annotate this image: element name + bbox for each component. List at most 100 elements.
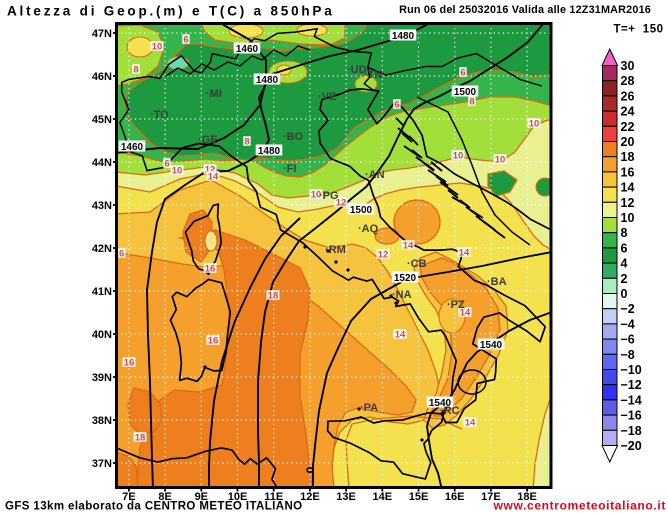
svg-text:−12: −12 bbox=[621, 378, 642, 392]
svg-text:6: 6 bbox=[394, 99, 399, 110]
svg-text:1480: 1480 bbox=[258, 146, 281, 157]
svg-text:GFS 13km elaborato da CENTRO M: GFS 13km elaborato da CENTRO METEO ITALI… bbox=[5, 501, 303, 513]
svg-text:20: 20 bbox=[621, 135, 635, 149]
svg-text:2: 2 bbox=[621, 272, 628, 286]
svg-text:·AQ: ·AQ bbox=[358, 223, 379, 235]
svg-text:·TO: ·TO bbox=[150, 109, 169, 121]
svg-text:38N: 38N bbox=[92, 415, 112, 427]
svg-text:8E: 8E bbox=[158, 491, 171, 503]
svg-text:1460: 1460 bbox=[121, 142, 144, 153]
svg-text:14: 14 bbox=[621, 181, 635, 195]
svg-text:10: 10 bbox=[529, 118, 540, 129]
svg-text:·PZ: ·PZ bbox=[447, 299, 465, 311]
svg-text:40N: 40N bbox=[92, 329, 112, 341]
svg-text:−2: −2 bbox=[621, 302, 635, 316]
svg-text:12: 12 bbox=[336, 197, 347, 208]
svg-text:6: 6 bbox=[164, 158, 169, 169]
svg-text:·BO: ·BO bbox=[283, 131, 304, 143]
svg-text:10: 10 bbox=[172, 165, 183, 176]
svg-text:−18: −18 bbox=[621, 424, 642, 438]
svg-text:47N: 47N bbox=[92, 28, 112, 40]
svg-text:10E: 10E bbox=[228, 491, 248, 503]
svg-text:30: 30 bbox=[621, 59, 635, 73]
svg-text:14: 14 bbox=[403, 240, 414, 251]
svg-text:·AN: ·AN bbox=[365, 169, 385, 181]
svg-text:16: 16 bbox=[208, 335, 219, 346]
svg-text:8: 8 bbox=[244, 136, 249, 147]
svg-text:−20: −20 bbox=[621, 439, 642, 453]
svg-text:8: 8 bbox=[469, 96, 474, 107]
svg-text:·FI: ·FI bbox=[283, 163, 296, 175]
svg-text:T=+ 150: T=+ 150 bbox=[613, 24, 663, 36]
svg-text:14: 14 bbox=[459, 247, 470, 258]
svg-text:·VE: ·VE bbox=[318, 91, 336, 103]
svg-text:12: 12 bbox=[621, 196, 635, 210]
svg-text:22: 22 bbox=[621, 120, 635, 134]
svg-text:1480: 1480 bbox=[392, 31, 415, 42]
svg-text:18E: 18E bbox=[517, 491, 537, 503]
svg-text:·RM: ·RM bbox=[325, 244, 346, 256]
svg-text:6: 6 bbox=[621, 241, 628, 255]
svg-text:7E: 7E bbox=[122, 491, 135, 503]
svg-text:8: 8 bbox=[133, 64, 138, 75]
svg-text:8: 8 bbox=[621, 226, 628, 240]
svg-text:46N: 46N bbox=[92, 71, 112, 83]
svg-text:1500: 1500 bbox=[350, 205, 373, 216]
svg-text:−14: −14 bbox=[621, 393, 642, 407]
svg-text:1500: 1500 bbox=[454, 87, 477, 98]
svg-text:6: 6 bbox=[460, 67, 465, 78]
svg-text:28: 28 bbox=[621, 74, 635, 88]
svg-text:16: 16 bbox=[114, 248, 125, 259]
svg-text:−4: −4 bbox=[621, 317, 635, 331]
svg-text:14: 14 bbox=[395, 329, 406, 340]
svg-text:45N: 45N bbox=[92, 114, 112, 126]
svg-text:10: 10 bbox=[152, 41, 163, 52]
svg-text:−8: −8 bbox=[621, 348, 635, 362]
svg-text:14: 14 bbox=[208, 171, 219, 182]
svg-text:·BA: ·BA bbox=[487, 276, 507, 288]
svg-text:41N: 41N bbox=[92, 286, 112, 298]
svg-text:Run 06 del 25032016 Valida all: Run 06 del 25032016 Valida alle 12Z31MAR… bbox=[399, 4, 651, 16]
svg-text:·UD: ·UD bbox=[347, 64, 367, 76]
svg-text:18: 18 bbox=[621, 150, 635, 164]
svg-text:·NA: ·NA bbox=[392, 289, 412, 301]
svg-text:0: 0 bbox=[621, 287, 628, 301]
svg-text:14: 14 bbox=[465, 417, 476, 428]
svg-text:44N: 44N bbox=[92, 157, 112, 169]
svg-text:16: 16 bbox=[621, 165, 635, 179]
svg-text:1520: 1520 bbox=[394, 273, 417, 284]
svg-text:16: 16 bbox=[205, 263, 216, 274]
svg-text:10: 10 bbox=[453, 150, 464, 161]
svg-text:15E: 15E bbox=[409, 491, 429, 503]
svg-text:·MI: ·MI bbox=[206, 88, 222, 100]
svg-text:10: 10 bbox=[621, 211, 635, 225]
svg-text:14E: 14E bbox=[373, 491, 393, 503]
svg-text:18: 18 bbox=[135, 432, 146, 443]
svg-text:42N: 42N bbox=[92, 243, 112, 255]
svg-text:18: 18 bbox=[268, 290, 279, 301]
svg-text:16: 16 bbox=[124, 357, 135, 368]
svg-text:10: 10 bbox=[495, 154, 506, 165]
svg-text:37N: 37N bbox=[92, 458, 112, 470]
svg-text:·RC: ·RC bbox=[440, 405, 460, 417]
svg-text:26: 26 bbox=[621, 89, 635, 103]
svg-text:4: 4 bbox=[621, 257, 628, 271]
svg-text:www.centrometeoitaliano.it: www.centrometeoitaliano.it bbox=[493, 499, 666, 513]
svg-text:10: 10 bbox=[311, 189, 322, 200]
svg-text:24: 24 bbox=[621, 105, 635, 119]
svg-text:·PA: ·PA bbox=[360, 402, 378, 414]
svg-text:·CB: ·CB bbox=[407, 258, 427, 270]
svg-text:·GE: ·GE bbox=[198, 134, 218, 146]
svg-text:·PG: ·PG bbox=[319, 190, 339, 202]
svg-text:1540: 1540 bbox=[480, 340, 503, 351]
svg-text:11E: 11E bbox=[264, 491, 283, 503]
svg-text:−10: −10 bbox=[621, 363, 642, 377]
svg-text:Altezza di Geop.(m) e T(C) a 8: Altezza di Geop.(m) e T(C) a 850hPa bbox=[7, 4, 335, 19]
svg-text:17E: 17E bbox=[481, 491, 501, 503]
svg-text:1480: 1480 bbox=[256, 75, 279, 86]
svg-text:14: 14 bbox=[460, 307, 471, 318]
svg-text:16E: 16E bbox=[445, 491, 465, 503]
svg-text:12: 12 bbox=[205, 164, 216, 175]
svg-text:39N: 39N bbox=[92, 372, 112, 384]
svg-text:9E: 9E bbox=[195, 491, 208, 503]
